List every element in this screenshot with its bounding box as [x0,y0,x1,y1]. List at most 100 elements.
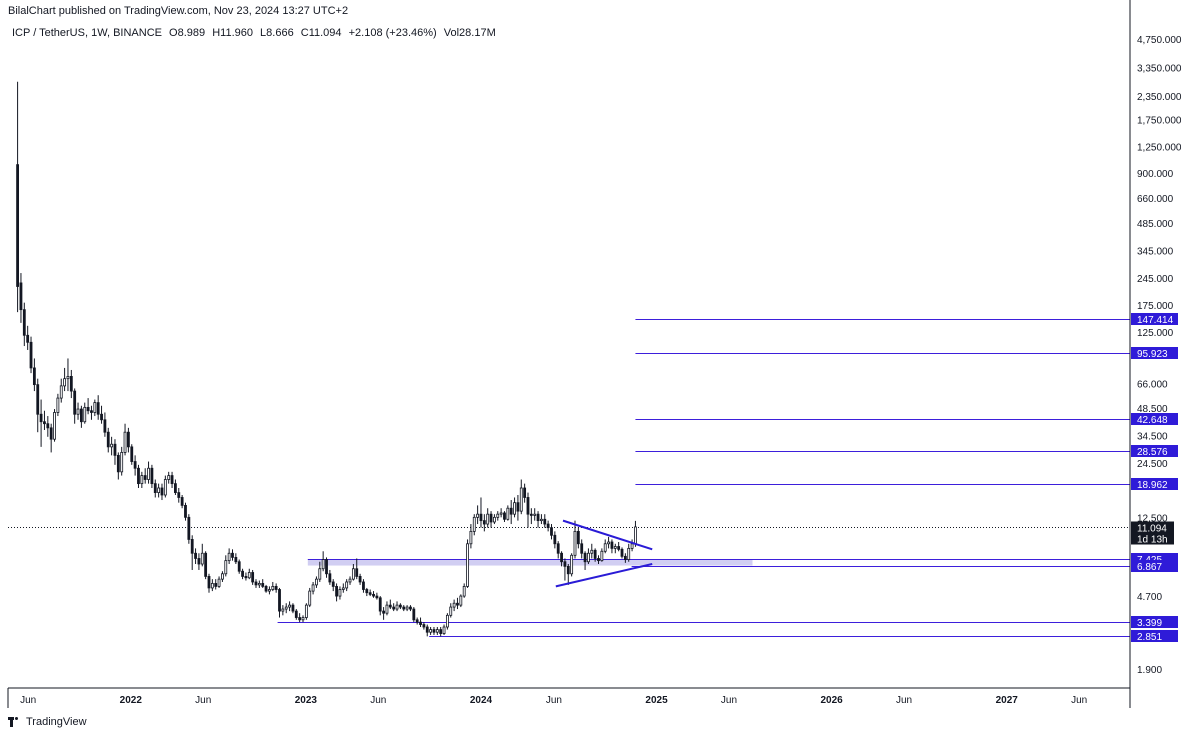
candle-body [560,552,563,563]
level-badge-6[interactable]: 6.867 [1131,560,1178,573]
candle-84 [298,613,302,623]
candle-body [331,581,335,587]
candle-body [365,589,369,594]
candle-178 [613,543,617,554]
candle-45 [167,471,171,484]
candle-body [566,565,570,575]
candle-body [143,475,147,480]
candle-body [476,513,480,518]
candle-154 [533,508,537,521]
candle-160 [553,531,557,549]
candle-100 [351,564,355,581]
price-badges-layer: 147.41495.92342.64828.57618.9627.4256.86… [1131,313,1178,643]
candle-92 [325,557,328,578]
triangle-pattern-layer [555,519,653,588]
candle-74 [264,584,268,593]
candle-body [493,516,496,523]
level-badge-7[interactable]: 3.399 [1131,616,1178,629]
candle-172 [593,548,597,562]
candle-73 [261,579,265,588]
time-axis[interactable]: Jun 2022 Jun 2023 Jun 2024 Jun 2025 Jun 2026 Jun 20… [20,695,1087,706]
candle-130 [452,599,456,612]
candle-71 [254,579,258,588]
tradingview-logo-text: TradingView [26,716,87,728]
candle-108 [378,596,382,616]
candle-body [126,431,130,448]
candle-body [513,502,516,515]
candle-body [194,552,197,559]
candle-17 [73,388,77,424]
support-zone [307,559,753,566]
price-tick-label-3: 1,750.000 [1137,116,1182,127]
legend-symbol[interactable]: ICP / TetherUS, 1W, BINANCE [12,27,162,39]
candle-81 [288,601,291,612]
candle-body [157,487,161,493]
candle-body [150,467,154,485]
legend-change: +2.108 (+23.46%) [348,27,437,39]
candle-body [140,475,144,485]
candle-121 [422,622,426,630]
time-tick-label-8: Jun [721,695,737,706]
level-badge-0[interactable]: 147.414 [1131,313,1178,326]
level-badge-label: 147.414 [1137,315,1174,326]
candle-0 [16,81,20,313]
candle-body [26,334,30,343]
candle-159 [550,524,553,540]
candle-body [550,527,553,536]
candle-body [429,629,433,633]
candle-148 [513,497,516,518]
candle-88 [311,581,315,595]
candle-152 [526,492,530,528]
candle-9 [46,416,50,437]
candle-body [177,492,181,498]
candle-158 [546,520,550,532]
level-badge-4[interactable]: 18.962 [1131,478,1178,491]
candle-body [412,608,416,621]
candle-body [39,413,43,423]
candle-body [529,513,533,516]
candle-body [375,595,379,599]
time-tick-label-7: 2025 [645,695,668,706]
candle-49 [180,494,184,509]
candle-151 [523,483,527,503]
candle-77 [274,583,278,593]
price-tick-label-11: 125.000 [1137,328,1174,339]
candle-54 [197,553,201,570]
candle-85 [301,615,305,623]
time-tick-label-12: Jun [1071,695,1087,706]
level-badge-bg [1131,347,1178,359]
candle-body [73,390,77,415]
candle-body [422,624,426,628]
triangle-upper-trendline[interactable] [562,519,653,551]
candle-body [301,617,305,621]
candle-body [241,570,244,577]
candle-173 [597,555,600,565]
candle-105 [368,589,372,597]
level-badge-bg [1131,445,1178,457]
level-badge-2[interactable]: 42.648 [1131,413,1178,426]
candle-165 [570,553,574,577]
candle-body [634,526,637,545]
candle-body [445,614,449,628]
candle-body [294,610,298,618]
candle-91 [321,551,325,572]
candle-168 [580,539,584,559]
price-tick-label-5: 900.000 [1137,169,1174,180]
price-axis[interactable]: 4,750.000 3,350.000 2,350.000 1,750.000 1,25… [1137,35,1182,676]
candle-28 [110,436,114,456]
level-badge-1[interactable]: 95.923 [1131,347,1178,360]
tradingview-logo[interactable]: TradingView [8,716,87,728]
level-badge-3[interactable]: 28.576 [1131,445,1178,458]
candle-body [59,385,63,399]
candle-72 [257,580,261,588]
level-badge-8[interactable]: 2.851 [1131,630,1178,643]
candle-body [147,467,150,480]
candle-67 [241,568,244,580]
candle-body [459,595,463,606]
candle-body [318,568,322,580]
price-tick-label-8: 345.000 [1137,246,1174,257]
triangle-lower-trendline[interactable] [555,563,653,588]
candle-body [167,475,171,480]
